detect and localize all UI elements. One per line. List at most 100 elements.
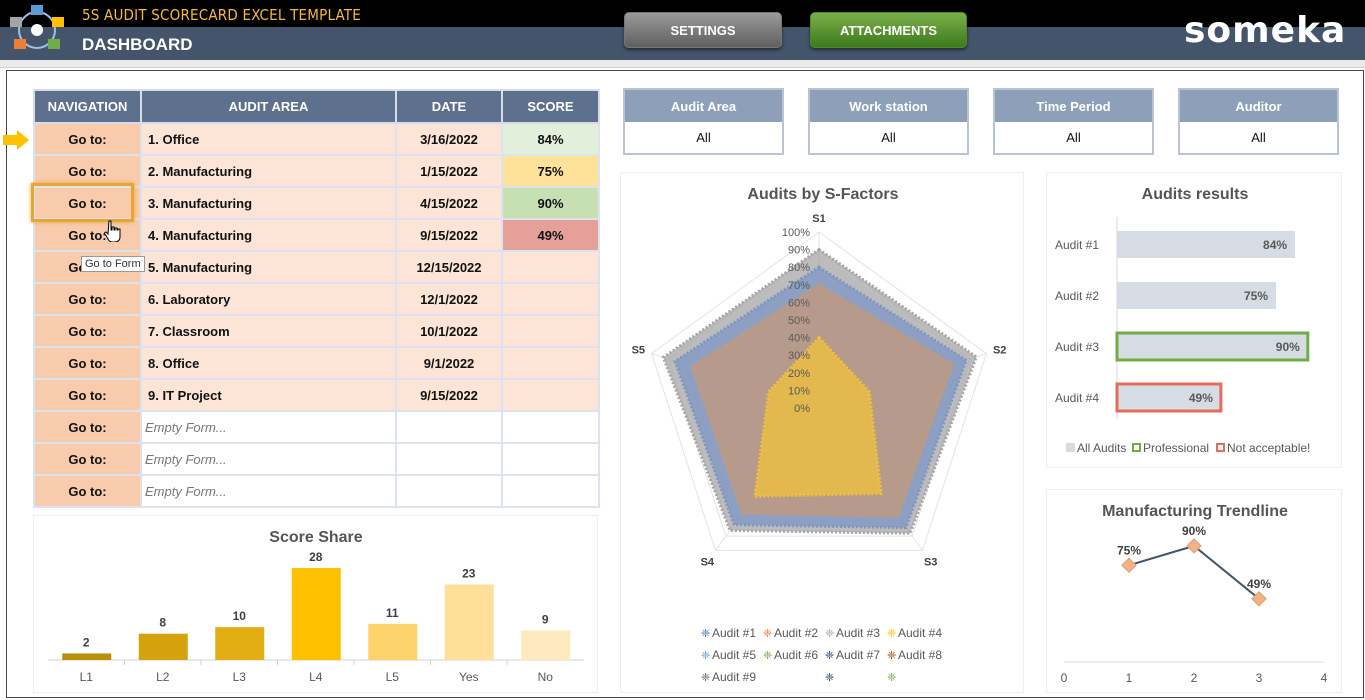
audit-area-cell: 5. Manufacturing <box>140 250 397 284</box>
category-tick-label: L2 <box>156 670 170 684</box>
radar-legend-item: Audit #6 <box>774 648 818 662</box>
audit-area-cell: 1. Office <box>140 122 397 156</box>
goto-button[interactable]: Go to: <box>33 122 142 156</box>
legend-marker-icon: ❈ <box>763 628 772 640</box>
table-row: Go to: Empty Form... <box>33 410 600 444</box>
score-share-bar <box>291 568 341 660</box>
goto-button[interactable]: Go to: <box>33 442 142 476</box>
result-value-label: 84% <box>1263 238 1287 252</box>
legend-marker-icon: ❈ <box>825 650 834 662</box>
radar-series-area <box>753 335 883 498</box>
radar-legend-item: Audit #5 <box>712 648 756 662</box>
settings-button[interactable]: SETTINGS <box>624 12 782 48</box>
filter-value[interactable]: All <box>995 122 1152 153</box>
legend-swatch-icon <box>1066 443 1075 452</box>
goto-button[interactable]: Go to: <box>33 218 142 252</box>
trend-point <box>1121 557 1137 574</box>
trend-value-label: 49% <box>1247 577 1271 591</box>
table-row: Go to: Empty Form... <box>33 474 600 508</box>
goto-button[interactable]: Go to: <box>33 186 142 220</box>
radar-axis-label: S5 <box>632 344 645 356</box>
radar-legend-item: Audit #8 <box>898 648 942 662</box>
bar-value-label: 2 <box>83 635 90 649</box>
radar-axis-label: S3 <box>924 557 937 569</box>
goto-button[interactable]: Go to: <box>33 282 142 316</box>
score-cell <box>501 442 600 476</box>
column-header-score: SCORE <box>501 89 600 124</box>
score-cell <box>501 314 600 348</box>
legend-marker-icon: ❈ <box>763 650 772 662</box>
filter-value[interactable]: All <box>810 122 967 153</box>
filter-label: Time Period <box>995 90 1152 122</box>
audit-area-cell: 3. Manufacturing <box>140 186 397 220</box>
bar-value-label: 11 <box>386 606 399 620</box>
goto-button[interactable]: Go to: <box>33 314 142 348</box>
bar-value-label: 10 <box>233 609 247 623</box>
radar-title: Audits by S-Factors <box>747 186 898 203</box>
result-value-label: 75% <box>1244 289 1268 303</box>
audit-area-cell: Empty Form... <box>140 474 397 508</box>
trend-value-label: 75% <box>1117 543 1141 557</box>
audit-area-cell: 2. Manufacturing <box>140 154 397 188</box>
filter-label: Work station <box>810 90 967 122</box>
radar-tick-label: 0% <box>794 403 810 415</box>
s-factors-radar-chart: Audits by S-Factors S1 S2 S3 S4 S5 100% 90% 80% 7… <box>632 186 1007 684</box>
legend-marker-icon: ❈ <box>825 628 834 640</box>
legend-marker-icon: ❈ <box>701 650 710 662</box>
date-cell: 10/1/2022 <box>395 314 503 348</box>
trend-point <box>1251 591 1267 607</box>
goto-button[interactable]: Go to: <box>33 410 142 444</box>
table-row: Go to: 4. Manufacturing 9/15/2022 49% <box>33 218 600 252</box>
radar-tick-label: 20% <box>788 368 810 380</box>
radar-tick-label: 70% <box>788 280 810 292</box>
filter-work-station[interactable]: Work station All <box>808 88 969 155</box>
date-cell <box>395 474 503 508</box>
audits-results-panel: Audits results 84% Audit #1 75% Audit #2 90% A… <box>1046 172 1342 468</box>
table-row: Go to: 3. Manufacturing 4/15/2022 90% <box>33 186 600 220</box>
result-category-label: Audit #4 <box>1055 391 1099 405</box>
app-logo-icon <box>10 5 64 49</box>
goto-button[interactable]: Go to: <box>33 474 142 508</box>
filter-label: Auditor <box>1180 90 1337 122</box>
date-cell <box>395 410 503 444</box>
trend-x-tick-label: 4 <box>1321 671 1328 685</box>
column-header-audit-area: AUDIT AREA <box>140 89 397 124</box>
filter-auditor[interactable]: Auditor All <box>1178 88 1339 155</box>
results-legend-item: Not acceptable! <box>1227 441 1310 455</box>
date-cell: 3/16/2022 <box>395 122 503 156</box>
filter-value[interactable]: All <box>625 122 782 153</box>
selected-goto-highlight <box>31 183 134 222</box>
filter-time-period[interactable]: Time Period All <box>993 88 1154 155</box>
attachments-button[interactable]: ATTACHMENTS <box>810 12 967 48</box>
goto-button[interactable]: Go to: <box>33 346 142 380</box>
legend-marker-icon: ❈ <box>701 672 710 684</box>
goto-tooltip: Go to Form <box>81 256 145 272</box>
table-row: Go to: 7. Classroom 10/1/2022 <box>33 314 600 348</box>
radar-legend-item: Audit #9 <box>712 670 756 684</box>
category-tick-label: Yes <box>459 670 479 684</box>
audit-area-cell: 8. Office <box>140 346 397 380</box>
category-tick-label: L1 <box>80 670 94 684</box>
filter-label: Audit Area <box>625 90 782 122</box>
trend-line <box>1128 544 1260 600</box>
goto-button[interactable]: Go to: <box>33 378 142 412</box>
audit-area-cell: 9. IT Project <box>140 378 397 412</box>
score-cell <box>501 346 600 380</box>
goto-button[interactable]: Go to: <box>33 154 142 188</box>
trend-x-tick-label: 0 <box>1061 671 1068 685</box>
radar-axis-label: S1 <box>812 213 825 225</box>
score-cell <box>501 410 600 444</box>
result-value-label: 49% <box>1189 391 1213 405</box>
category-tick-label: L4 <box>309 670 323 684</box>
brand-logo: someka <box>1184 10 1347 51</box>
results-legend-item: Professional <box>1143 441 1209 455</box>
legend-marker-icon: ❈ <box>825 672 834 684</box>
score-cell <box>501 282 600 316</box>
radar-tick-label: 30% <box>788 350 810 362</box>
app-title: 5S AUDIT SCORECARD EXCEL TEMPLATE <box>82 6 361 24</box>
audit-area-cell: Empty Form... <box>140 442 397 476</box>
bar-value-label: 28 <box>309 550 323 564</box>
filter-value[interactable]: All <box>1180 122 1337 153</box>
filter-audit-area[interactable]: Audit Area All <box>623 88 784 155</box>
trend-x-tick-label: 1 <box>1126 671 1133 685</box>
